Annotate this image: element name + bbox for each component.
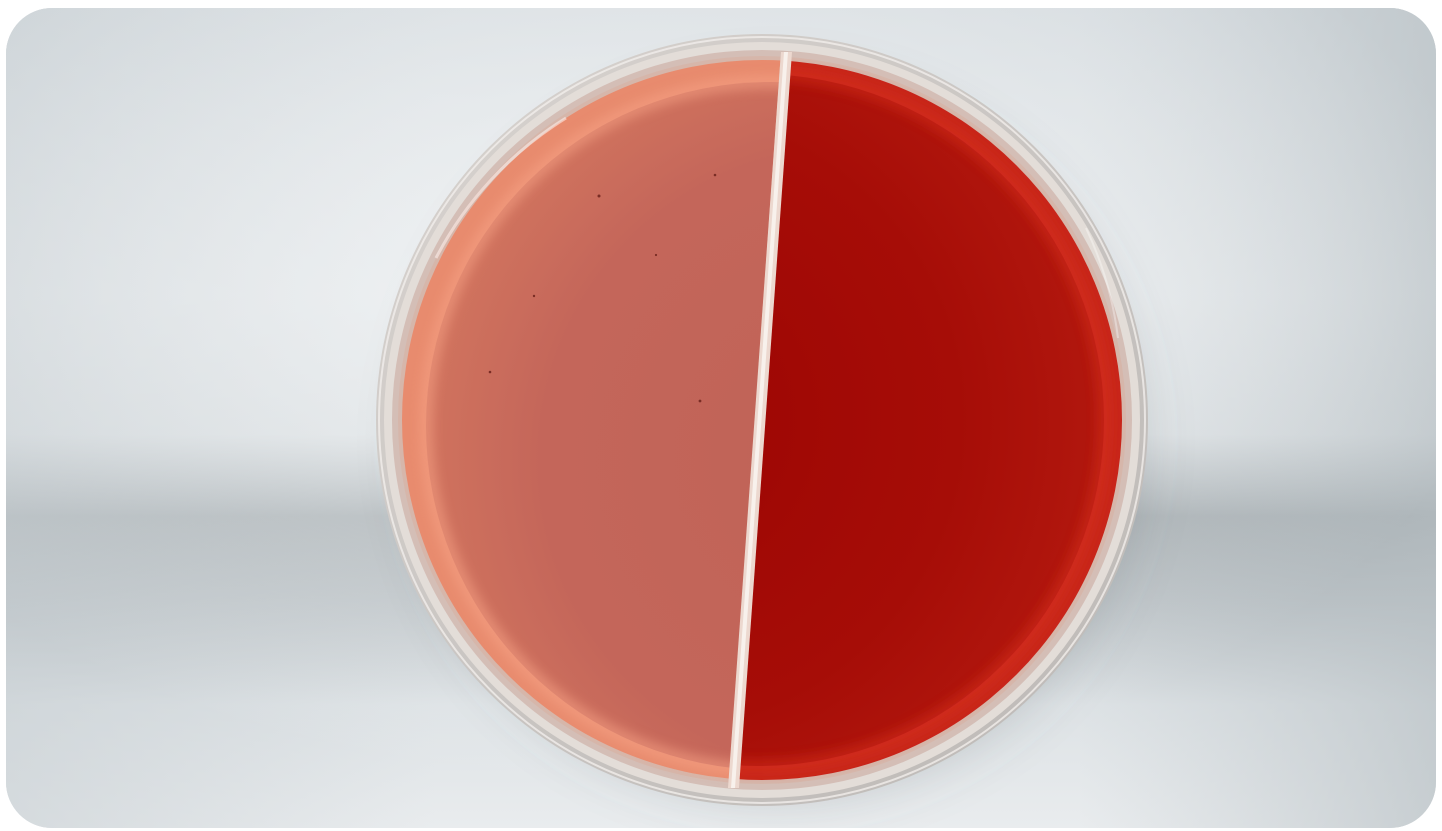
petri-dish-photo	[6, 8, 1436, 828]
photo-frame	[6, 8, 1436, 828]
